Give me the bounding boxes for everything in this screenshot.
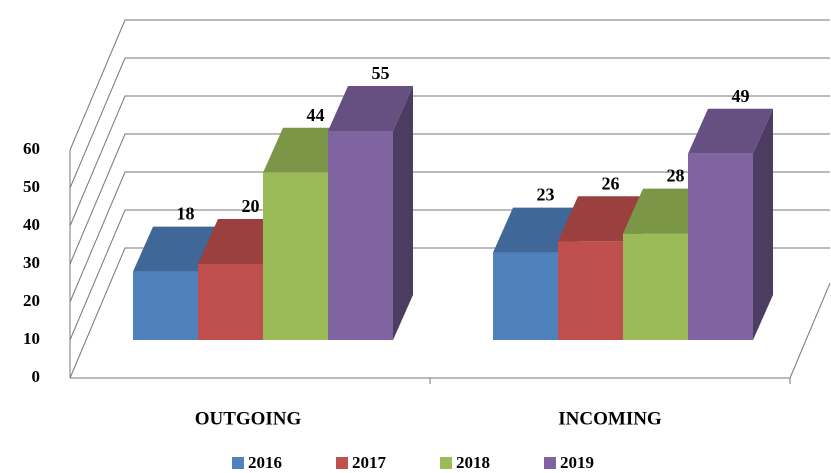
y-tick-label: 10 <box>23 329 40 348</box>
y-tick-label: 40 <box>23 215 40 234</box>
bar <box>133 271 198 340</box>
bar-top <box>623 188 708 234</box>
y-tick-label: 50 <box>23 177 40 196</box>
bar <box>328 131 393 340</box>
grid-line <box>69 133 830 265</box>
bar <box>198 264 263 340</box>
bar-top <box>263 127 348 173</box>
bar-top <box>198 219 283 264</box>
y-tick-label: 30 <box>23 253 40 272</box>
legend-label: 2017 <box>352 453 387 472</box>
data-label: 20 <box>242 196 260 216</box>
x-tick-label: OUTGOING <box>195 408 302 429</box>
legend-label: 2016 <box>248 453 282 472</box>
legend-swatch <box>336 457 348 469</box>
legend-swatch <box>544 457 556 469</box>
bar <box>263 172 328 340</box>
legend-swatch <box>440 457 452 469</box>
bar <box>688 153 753 340</box>
grid-line <box>69 171 830 303</box>
y-tick-label: 20 <box>23 291 40 310</box>
legend-label: 2018 <box>456 453 490 472</box>
bar-top <box>328 86 413 131</box>
bar <box>493 252 558 340</box>
axis-line <box>789 282 831 379</box>
data-label: 18 <box>177 204 195 224</box>
data-label: 26 <box>602 173 620 193</box>
bar-side <box>753 108 773 340</box>
bar-top <box>133 226 218 272</box>
bar-top <box>558 196 643 242</box>
bar-top <box>493 207 578 253</box>
grid-line <box>69 19 830 151</box>
grid-line <box>69 95 830 227</box>
bar <box>623 233 688 340</box>
legend-label: 2019 <box>560 453 594 472</box>
bar-side <box>393 86 413 340</box>
bar <box>558 241 623 340</box>
data-label: 55 <box>372 63 390 83</box>
data-label: 23 <box>537 185 555 205</box>
grid-line <box>69 57 830 189</box>
data-label: 28 <box>667 166 685 186</box>
y-tick-label: 60 <box>23 139 40 158</box>
y-tick-label: 0 <box>32 367 41 386</box>
x-tick-label: INCOMING <box>558 408 662 429</box>
legend-swatch <box>232 457 244 469</box>
data-label: 44 <box>307 105 325 125</box>
data-label: 49 <box>732 86 750 106</box>
bar-top <box>688 108 773 154</box>
